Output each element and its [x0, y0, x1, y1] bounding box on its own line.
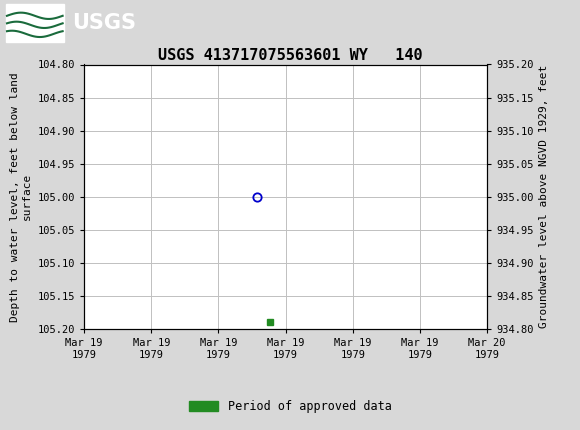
Y-axis label: Groundwater level above NGVD 1929, feet: Groundwater level above NGVD 1929, feet	[539, 65, 549, 329]
Text: USGS 413717075563601 WY   140: USGS 413717075563601 WY 140	[158, 48, 422, 62]
Bar	[6, 3, 64, 42]
Text: USGS: USGS	[72, 12, 136, 33]
Legend: Period of approved data: Period of approved data	[184, 395, 396, 418]
Y-axis label: Depth to water level, feet below land
surface: Depth to water level, feet below land su…	[10, 72, 32, 322]
